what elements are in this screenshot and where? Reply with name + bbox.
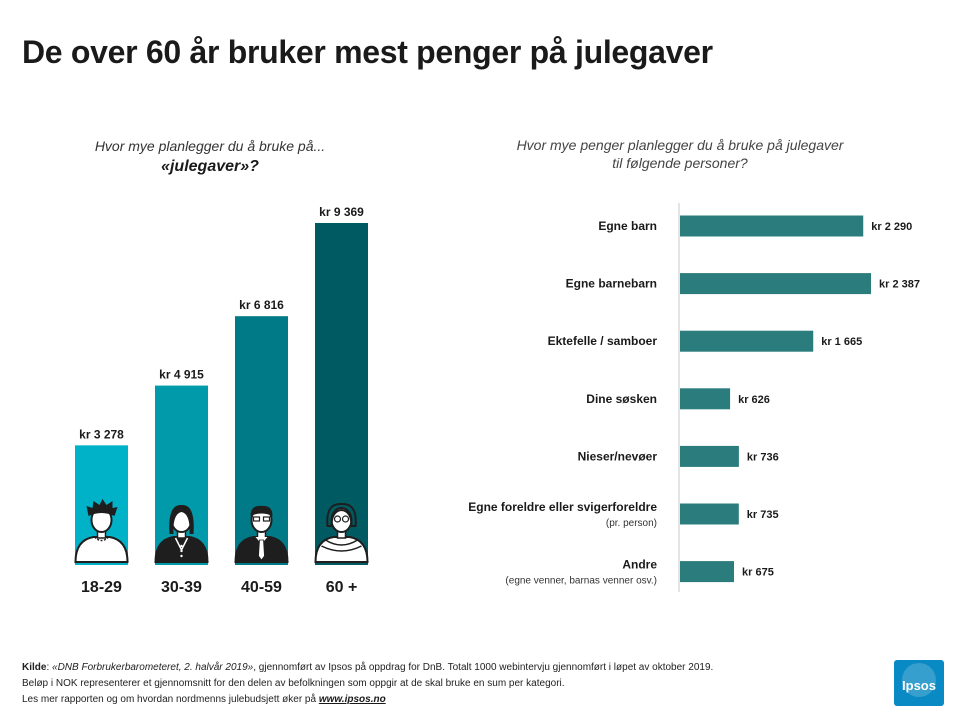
man-with-tie-icon (234, 505, 289, 563)
person-category-sublabel: (pr. person) (606, 518, 657, 529)
icon-button (180, 549, 183, 553)
footer-note-line: Beløp i NOK representerer et gjennomsnit… (22, 678, 565, 689)
person-bar (680, 273, 871, 295)
right-chart-question: Hvor mye penger planlegger du å bruke på… (490, 136, 870, 172)
person-bar-value-label: kr 1 665 (821, 336, 862, 348)
age-category-label: 40-59 (241, 579, 282, 596)
person-bar-value-label: kr 736 (747, 451, 779, 463)
person-bar (680, 330, 814, 352)
page-title: De over 60 år bruker mest penger på jule… (22, 34, 713, 70)
logo-text: Ipsos (902, 678, 936, 693)
person-category-label: Egne barn (598, 219, 657, 233)
footer-kilde-label: Kilde (22, 662, 47, 673)
icon-button (180, 554, 183, 558)
footer-readmore-text: Les mer rapporten og om hvordan nordmenn… (22, 694, 319, 705)
person-bar-value-label: kr 2 290 (871, 221, 912, 233)
person-bar (680, 503, 739, 525)
icon-body (74, 536, 129, 563)
person-bar (680, 561, 735, 583)
ipsos-logo-icon: Ipsos (894, 660, 944, 706)
woman-icon (154, 504, 209, 563)
age-category-label: 60 + (326, 579, 358, 596)
icon-glasses-left (333, 515, 342, 523)
footer-source-rest: , gjennomført av Ipsos på oppdrag for Dn… (253, 662, 714, 673)
left-question-line2: «julegaver»? (161, 158, 259, 175)
icon-short-hair (250, 505, 273, 516)
icon-long-hair (169, 504, 194, 534)
age-bar-chart: kr 3 278 18-29 kr 4 915 30-39 kr 6 816 40-59 k… (74, 205, 369, 596)
person-bar (680, 388, 731, 410)
person-bar-value-label: kr 626 (738, 394, 770, 406)
age-bar-value-label: kr 9 369 (319, 205, 364, 219)
icon-shawl (321, 545, 362, 552)
person-category-label: Andre (622, 558, 657, 572)
age-bar-value-label: kr 3 278 (79, 427, 124, 441)
person-bar (680, 445, 739, 467)
icon-collar (93, 536, 110, 542)
person-category-label: Nieser/nevøer (578, 449, 658, 463)
age-bar-value-label: kr 6 816 (239, 298, 284, 312)
person-bar-value-label: kr 675 (742, 567, 774, 579)
ipsos-link[interactable]: www.ipsos.no (318, 694, 386, 705)
footer-readmore-line: Les mer rapporten og om hvordan nordmenn… (22, 692, 882, 708)
icon-glasses-left (252, 516, 261, 522)
icon-glasses-right (262, 516, 271, 522)
person-bar-value-label: kr 2 387 (879, 279, 920, 291)
icon-body (314, 536, 369, 563)
icon-spiky-hair (86, 499, 118, 516)
person-category-label: Dine søsken (586, 392, 657, 406)
person-bar-chart: kr 2 290 Egne barn kr 2 387 Egne barnebarn k… (468, 203, 920, 592)
right-question-line1: Hvor mye penger planlegger du å bruke på… (516, 137, 844, 153)
icon-tie (258, 539, 265, 561)
footer-source-line: Kilde: «DNB Forbrukerbarometeret, 2. hal… (22, 660, 882, 676)
left-question-line1: Hvor mye planlegger du å bruke på... (94, 138, 326, 154)
footer-kilde-sep: : (46, 662, 53, 673)
elderly-woman-icon (314, 502, 369, 563)
charts-canvas: kr 3 278 18-29 kr 4 915 30-39 kr 6 816 40-59 k… (74, 203, 920, 596)
icon-shawl-edge (325, 539, 358, 546)
right-question-line2: til følgende personer? (612, 155, 748, 171)
logo-background (894, 660, 944, 706)
person-bar (680, 215, 864, 237)
person-category-sublabel: (egne venner, barnas venner osv.) (505, 576, 657, 587)
young-person-icon (74, 499, 129, 563)
person-bar-value-label: kr 735 (747, 509, 779, 521)
icon-glasses-right (341, 515, 350, 523)
footer: Kilde: «DNB Forbrukerbarometeret, 2. hal… (22, 660, 882, 708)
icon-curly-hair (326, 502, 357, 527)
logo-circle (902, 663, 936, 697)
person-category-label: Egne barnebarn (566, 277, 657, 291)
left-chart-question: Hvor mye planlegger du å bruke på... «ju… (60, 138, 360, 176)
age-category-label: 30-39 (161, 579, 202, 596)
footer-source-name: «DNB Forbrukerbarometeret, 2. halvår 201… (52, 662, 254, 673)
age-category-label: 18-29 (81, 579, 122, 596)
person-category-label: Ektefelle / samboer (548, 334, 658, 348)
person-category-label: Egne foreldre eller svigerforeldre (468, 500, 657, 514)
age-bar-value-label: kr 4 915 (159, 368, 204, 382)
icon-button (180, 544, 183, 548)
